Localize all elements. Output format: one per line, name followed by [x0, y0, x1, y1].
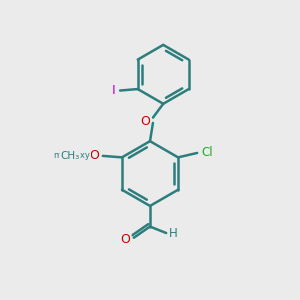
Text: H: H [169, 226, 178, 239]
Text: O: O [90, 149, 100, 162]
Text: CH₃: CH₃ [60, 151, 80, 161]
Text: I: I [112, 84, 116, 97]
Text: O: O [121, 233, 130, 246]
Text: methoxy: methoxy [53, 152, 90, 160]
Text: O: O [140, 115, 150, 128]
Text: Cl: Cl [202, 146, 213, 159]
